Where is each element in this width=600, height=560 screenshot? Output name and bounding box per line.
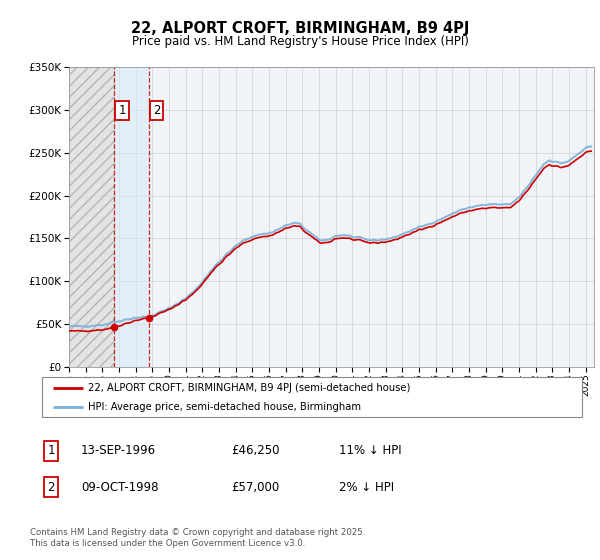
Text: 2% ↓ HPI: 2% ↓ HPI [339,480,394,494]
Text: 09-OCT-1998: 09-OCT-1998 [81,480,158,494]
Text: 13-SEP-1996: 13-SEP-1996 [81,444,156,458]
Text: £46,250: £46,250 [231,444,280,458]
Text: 2: 2 [152,104,160,117]
Text: 1: 1 [47,444,55,458]
Text: £57,000: £57,000 [231,480,279,494]
Text: 22, ALPORT CROFT, BIRMINGHAM, B9 4PJ: 22, ALPORT CROFT, BIRMINGHAM, B9 4PJ [131,21,469,36]
Bar [114,67,149,367]
Text: Price paid vs. HM Land Registry's House Price Index (HPI): Price paid vs. HM Land Registry's House … [131,35,469,48]
Bar [69,67,114,367]
Text: 2: 2 [47,480,55,494]
Text: HPI: Average price, semi-detached house, Birmingham: HPI: Average price, semi-detached house,… [88,402,361,412]
Text: 1: 1 [118,104,126,117]
Text: 22, ALPORT CROFT, BIRMINGHAM, B9 4PJ (semi-detached house): 22, ALPORT CROFT, BIRMINGHAM, B9 4PJ (se… [88,383,410,393]
Text: 11% ↓ HPI: 11% ↓ HPI [339,444,401,458]
Text: Contains HM Land Registry data © Crown copyright and database right 2025.
This d: Contains HM Land Registry data © Crown c… [30,528,365,548]
